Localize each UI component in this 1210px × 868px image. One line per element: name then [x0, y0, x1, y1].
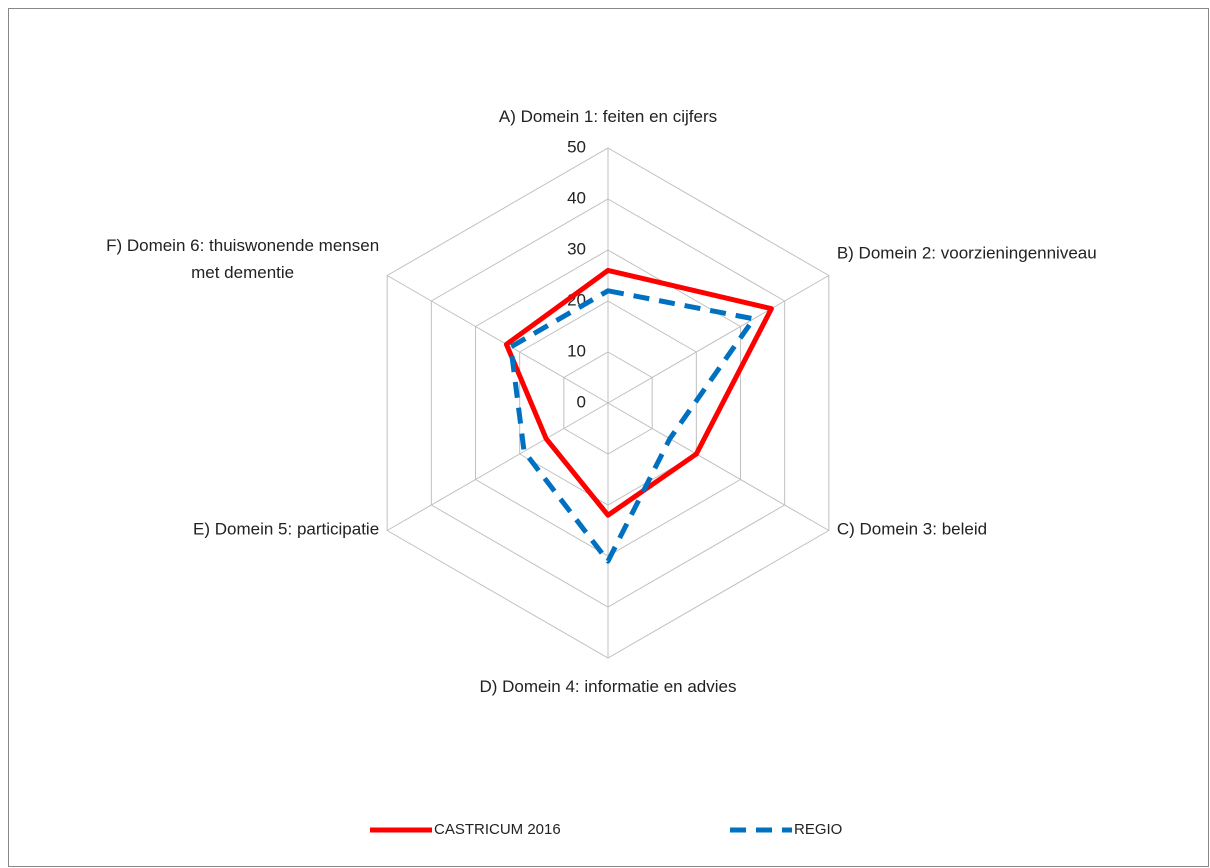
legend-label: CASTRICUM 2016	[434, 821, 561, 838]
axis-spoke	[607, 402, 830, 531]
category-line: A) Domein 1: feiten en cijfers	[499, 107, 717, 126]
category-label: F) Domein 6: thuiswonende mensen met deme…	[106, 236, 379, 282]
category-line: F) Domein 6: thuiswonende mensen	[106, 236, 379, 255]
category-label: A) Domein 1: feiten en cijfers	[499, 107, 717, 126]
series-line	[503, 267, 774, 518]
axis-spoke	[386, 402, 609, 531]
category-label: D) Domein 4: informatie en advies	[479, 677, 736, 696]
category-line: E) Domein 5: participatie	[193, 520, 379, 539]
y-tick-label: 30	[567, 239, 586, 258]
category-line: C) Domein 3: beleid	[837, 520, 987, 539]
legend-label: REGIO	[794, 821, 842, 838]
axis-spoke	[607, 275, 830, 404]
y-tick-label: 0	[577, 392, 586, 411]
y-tick-label: 40	[567, 188, 586, 207]
category-line: met dementie	[191, 263, 294, 282]
series-line	[508, 288, 757, 564]
category-line: B) Domein 2: voorzieningenniveau	[837, 244, 1097, 263]
y-tick-label: 10	[567, 341, 586, 360]
category-line: D) Domein 4: informatie en advies	[479, 677, 736, 696]
category-label: C) Domein 3: beleid	[837, 520, 987, 539]
category-label: B) Domein 2: voorzieningenniveau	[837, 244, 1097, 263]
y-tick-label: 50	[567, 137, 586, 156]
category-label: E) Domein 5: participatie	[193, 520, 379, 539]
axis-spoke	[386, 275, 609, 404]
